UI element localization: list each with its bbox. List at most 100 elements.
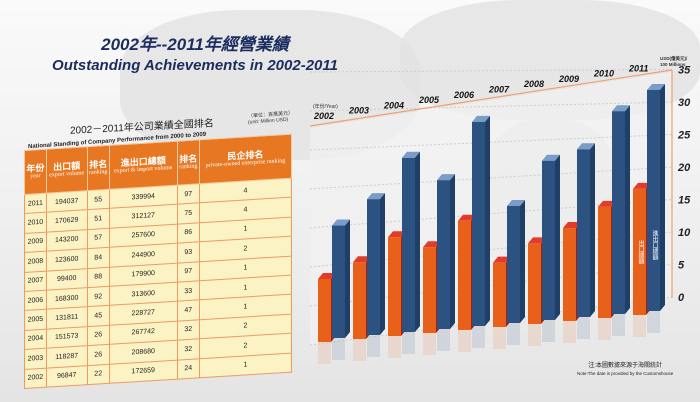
y-tick-label: 30 (678, 97, 691, 109)
bar-top (402, 151, 420, 158)
bar-top (612, 105, 630, 112)
y-tick-label: 25 (677, 130, 691, 142)
x-tick-label: 2004 (383, 100, 404, 110)
bar (493, 262, 506, 327)
bar-side (590, 143, 595, 317)
gridline (309, 101, 673, 112)
bar-top (528, 237, 546, 244)
title-en: Outstanding Achievements in 2002-2011 (52, 57, 338, 74)
bar-top (563, 222, 581, 229)
legend-export: 出口總額 (637, 240, 643, 264)
bar-top (577, 143, 595, 150)
bar-top (542, 154, 560, 161)
bar-reflection (388, 336, 401, 358)
bar (472, 121, 485, 327)
bar (577, 149, 590, 317)
bar (647, 90, 660, 311)
bar-top (353, 256, 371, 263)
bar-side (345, 219, 350, 338)
bar-reflection (353, 339, 366, 361)
bar-side (380, 193, 385, 335)
bar-reflection (542, 320, 555, 342)
bar-top (423, 241, 441, 248)
bar (402, 157, 415, 332)
y-tick-label: 0 (678, 292, 685, 304)
bar (542, 160, 555, 320)
gridline (309, 69, 673, 73)
x-tick-label: 2002 (313, 111, 334, 121)
bar-side (450, 174, 455, 329)
bar-side (520, 200, 525, 323)
bar-top (598, 200, 616, 207)
y-tick-label: 20 (677, 162, 691, 174)
x-tick-label: 2009 (558, 74, 579, 84)
title-cn: 2002年--2011年經營業績 (101, 35, 289, 54)
value-axis-label: USD(億美元)/ (660, 55, 688, 62)
bar (423, 247, 436, 333)
y-tick-label: 15 (678, 195, 691, 207)
bar-reflection (493, 327, 506, 349)
y-tick-label: 5 (678, 260, 685, 272)
gridline (309, 166, 673, 190)
bar (458, 220, 471, 330)
bar-top (493, 256, 511, 263)
bar-reflection (423, 333, 436, 355)
bar-reflection (647, 311, 660, 333)
x-tick-label: 2008 (523, 79, 544, 89)
bar-top (507, 200, 525, 206)
bar-reflection (528, 324, 541, 346)
bar-side (415, 151, 420, 332)
bar-top (647, 84, 665, 90)
bar (318, 278, 331, 342)
bar-top (458, 214, 476, 221)
bar (528, 243, 541, 324)
bar (633, 188, 646, 315)
bar-reflection (318, 342, 331, 364)
bar-reflection (612, 314, 625, 336)
bar (563, 228, 576, 321)
x-tick-label: 2003 (348, 106, 369, 116)
bar (437, 180, 450, 329)
bar-reflection (633, 315, 646, 337)
x-tick-label: 2010 (593, 69, 614, 79)
bar-side (555, 154, 560, 320)
y-tick-label: 35 (678, 65, 691, 77)
bar (507, 206, 520, 323)
bar-reflection (402, 332, 415, 354)
bar-top (367, 193, 385, 200)
year-axis-label: (年份/Year) (313, 103, 338, 110)
bar-top (437, 174, 455, 181)
bar-side (485, 115, 490, 327)
bar-top (332, 219, 350, 226)
bar-reflection (332, 338, 345, 360)
x-tick-label: 2006 (453, 90, 475, 100)
bar-top (318, 272, 336, 279)
bar-reflection (577, 317, 590, 339)
bar (388, 237, 401, 336)
bar-reflection (598, 318, 611, 340)
bar-top (633, 182, 651, 189)
bar-reflection (437, 329, 450, 351)
bar (367, 199, 380, 335)
x-tick-label: 2005 (418, 95, 440, 105)
bar (353, 262, 366, 339)
legend-total: 進出口總額 (651, 230, 657, 260)
bar-top (472, 115, 490, 122)
bar (332, 225, 345, 338)
x-tick-label: 2011 (628, 63, 648, 73)
bar-reflection (472, 326, 485, 348)
bar (598, 206, 611, 318)
y-tick-label: 10 (678, 227, 691, 239)
bar-side (625, 105, 630, 314)
bar-reflection (458, 330, 471, 352)
gridline (309, 134, 673, 151)
bar-side (660, 84, 665, 311)
bar-top (388, 231, 406, 238)
bar (612, 111, 625, 314)
bar-reflection (563, 321, 576, 343)
value-axis-label: 100 Millions (660, 62, 686, 67)
bar-reflection (367, 335, 380, 357)
x-tick-label: 2007 (488, 85, 510, 95)
year-axis-line (309, 69, 673, 127)
